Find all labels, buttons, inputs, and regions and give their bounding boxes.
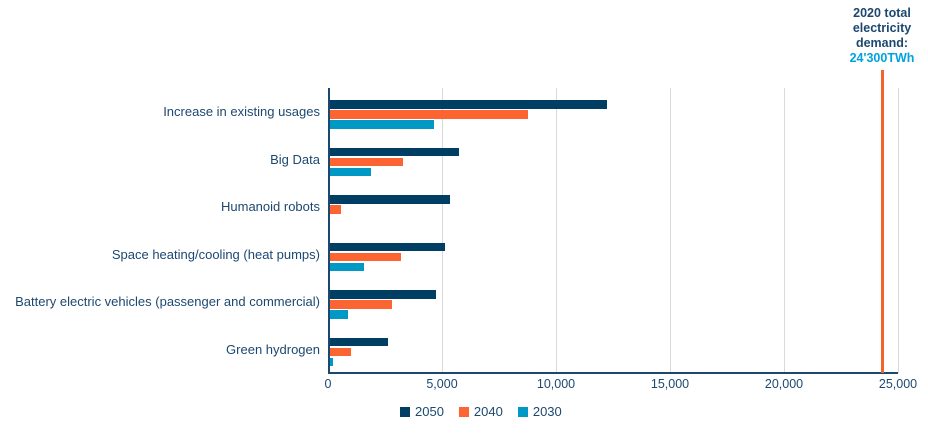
legend-label-2050: 2050 — [415, 404, 444, 419]
legend-swatch-2040 — [458, 406, 469, 417]
legend-label-2040: 2040 — [473, 404, 503, 419]
x-axis-line — [328, 371, 898, 374]
gridline-25000 — [898, 88, 899, 373]
x-tick-label-20000: 20,000 — [764, 377, 804, 391]
legend-swatch-2030 — [517, 406, 528, 417]
x-tick-label-10000: 10,000 — [536, 377, 576, 391]
x-tick-label-15000: 15,000 — [650, 377, 690, 391]
bar-2040-battery-electric-vehicles-passenger-and-commercial — [330, 300, 392, 309]
annotation-reference-line — [880, 70, 884, 373]
gridline-15000 — [670, 88, 671, 373]
category-label-green-hydrogen: Green hydrogen — [226, 341, 320, 357]
gridline-20000 — [784, 88, 785, 373]
bar-2030-green-hydrogen — [330, 357, 334, 366]
bar-2030-increase-in-existing-usages — [330, 120, 434, 129]
bar-2040-increase-in-existing-usages — [330, 110, 529, 119]
bar-2040-humanoid-robots — [330, 205, 342, 214]
legend-label-2030: 2030 — [532, 404, 562, 419]
bar-2050-space-heating-cooling-heat-pumps — [330, 242, 446, 251]
x-tick-label-0: 0 — [324, 377, 332, 391]
category-label-big-data: Big Data — [270, 151, 320, 167]
annotation-text-line-2: electricity — [852, 21, 912, 35]
bar-2050-humanoid-robots — [330, 195, 450, 204]
bar-2040-green-hydrogen — [330, 347, 351, 356]
bar-2030-big-data — [330, 167, 372, 176]
legend-item-2040: 2040 — [458, 404, 503, 419]
category-label-space-heating-cooling-heat-pumps: Space heating/cooling (heat pumps) — [111, 246, 320, 262]
gridline-5000 — [442, 88, 443, 373]
annotation-2020-demand: 2020 total electricity demand: 24'300TWh — [812, 6, 928, 66]
legend-swatch-2050 — [400, 406, 410, 417]
legend-item-2030: 2030 — [517, 404, 562, 419]
legend-item-2050: 2050 — [400, 404, 444, 419]
x-tick-label-5000: 5,000 — [426, 377, 458, 391]
category-label-humanoid-robots: Humanoid robots — [221, 199, 320, 215]
bar-2050-green-hydrogen — [330, 337, 389, 346]
gridline-10000 — [556, 88, 557, 373]
category-label-increase-in-existing-usages: Increase in existing usages — [163, 104, 320, 120]
x-tick-label-25000: 25,000 — [878, 377, 918, 391]
bar-2050-increase-in-existing-usages — [330, 100, 608, 109]
bar-2030-battery-electric-vehicles-passenger-and-commercial — [330, 310, 349, 319]
bar-2050-big-data — [330, 147, 459, 156]
bar-2050-battery-electric-vehicles-passenger-and-commercial — [330, 290, 437, 299]
y-axis-line — [328, 88, 330, 373]
annotation-value: 24'300TWh — [849, 51, 915, 65]
bar-2030-space-heating-cooling-heat-pumps — [330, 262, 365, 271]
annotation-text-line-1: 2020 total — [853, 6, 911, 20]
category-label-battery-electric-vehicles-passenger-and-commercial: Battery electric vehicles (passenger and… — [15, 294, 320, 310]
bar-2040-big-data — [330, 157, 403, 166]
bar-2040-space-heating-cooling-heat-pumps — [330, 252, 401, 261]
annotation-text-line-3: demand: — [855, 36, 909, 50]
legend: 2050 2040 2030 — [400, 404, 562, 419]
